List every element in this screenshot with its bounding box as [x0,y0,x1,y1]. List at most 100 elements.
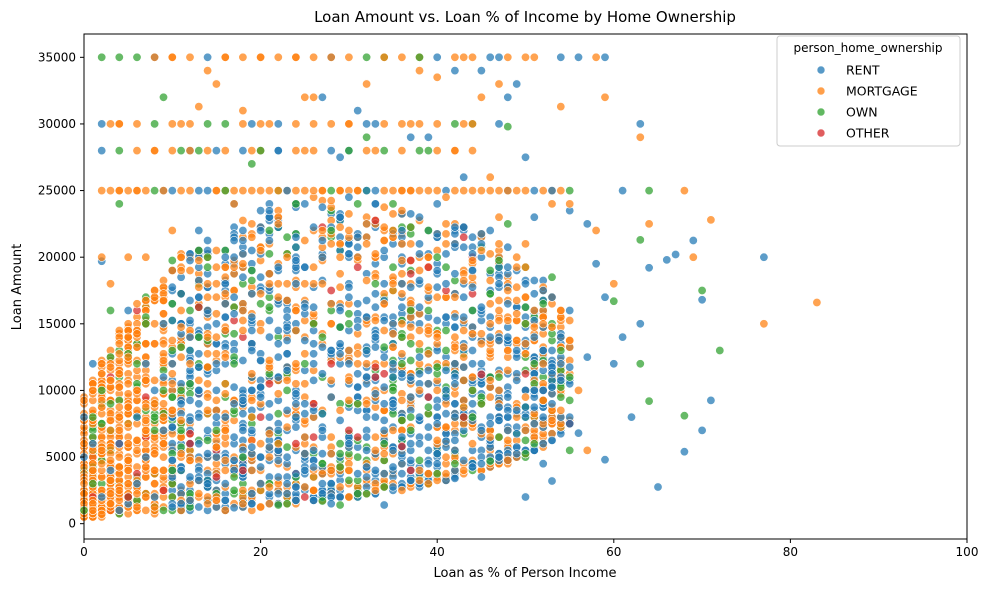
data-point-mortgage [150,319,160,329]
data-point-rent [432,459,442,469]
data-point-rent [406,132,416,142]
data-point-rent [185,472,195,482]
data-point-own [406,425,416,435]
data-point-other [406,255,416,265]
data-point-rent [379,279,389,289]
data-point-own [467,305,477,315]
data-point-mortgage [300,379,310,389]
data-point-rent [432,419,442,429]
data-point-rent [388,399,398,409]
data-point-rent [362,462,372,472]
data-point-rent [282,186,292,196]
data-point-rent [423,132,433,142]
data-point-rent [476,459,486,469]
data-point-mortgage [538,395,548,405]
data-point-mortgage [370,315,380,325]
data-point-own [335,462,345,472]
data-point-rent [529,419,539,429]
data-point-mortgage [141,462,151,472]
data-point-rent [503,92,513,102]
data-point-mortgage [167,335,177,345]
data-point-mortgage [414,475,424,485]
data-point-mortgage [388,342,398,352]
data-point-rent [432,229,442,239]
data-point-own [406,222,416,232]
data-point-mortgage [432,72,442,82]
data-point-own [335,500,345,510]
data-point-mortgage [679,186,689,196]
data-point-mortgage [123,439,133,449]
plot-area [83,33,968,540]
data-point-rent [238,425,248,435]
data-point-rent [273,372,283,382]
data-point-rent [229,236,239,246]
data-point-own [309,319,319,329]
data-point-mortgage [326,375,336,385]
data-point-mortgage [379,202,389,212]
data-point-other [159,485,169,495]
data-point-rent [291,389,301,399]
data-point-mortgage [759,319,769,329]
data-point-rent [406,282,416,292]
data-point-mortgage [441,219,451,229]
data-point-rent [467,399,477,409]
data-point-mortgage [459,325,469,335]
data-point-mortgage [132,186,142,196]
data-point-mortgage [167,369,177,379]
data-point-own [353,452,363,462]
data-point-mortgage [573,385,583,395]
data-point-mortgage [264,499,274,509]
data-point-rent [414,212,424,222]
data-point-rent [459,222,469,232]
data-point-rent [309,222,319,232]
data-point-rent [247,499,257,509]
data-point-rent [335,152,345,162]
data-point-rent [362,372,372,382]
data-point-mortgage [185,359,195,369]
data-point-rent [476,425,486,435]
data-point-mortgage [97,186,107,196]
data-point-rent [256,452,266,462]
data-point-mortgage [414,465,424,475]
data-point-mortgage [247,412,257,422]
data-point-rent [335,492,345,502]
data-point-mortgage [238,106,248,116]
data-point-rent [291,469,301,479]
data-point-other [476,369,486,379]
data-point-rent [618,186,628,196]
data-point-mortgage [512,335,522,345]
data-point-rent [273,472,283,482]
data-point-other [370,372,380,382]
data-point-rent [194,349,204,359]
data-point-mortgage [485,319,495,329]
data-point-mortgage [123,455,133,465]
data-point-rent [317,202,327,212]
data-point-mortgage [450,332,460,342]
data-point-rent [450,222,460,232]
data-point-mortgage [211,395,221,405]
data-point-rent [379,469,389,479]
data-point-rent [432,52,442,62]
data-point-own [167,299,177,309]
data-point-own [211,425,221,435]
data-point-own [229,329,239,339]
data-point-rent [264,315,274,325]
data-point-mortgage [176,322,186,332]
data-point-rent [176,499,186,509]
data-point-mortgage [459,52,469,62]
data-point-own [335,322,345,332]
data-point-rent [450,359,460,369]
data-point-rent [547,345,557,355]
data-point-mortgage [106,186,116,196]
data-point-rent [397,469,407,479]
data-point-mortgage [194,375,204,385]
data-point-rent [476,359,486,369]
data-point-rent [529,212,539,222]
data-point-rent [538,412,548,422]
data-point-own [520,319,530,329]
data-point-rent [256,206,266,216]
data-point-rent [467,282,477,292]
data-point-mortgage [476,339,486,349]
data-point-rent [432,282,442,292]
data-point-other [309,399,319,409]
